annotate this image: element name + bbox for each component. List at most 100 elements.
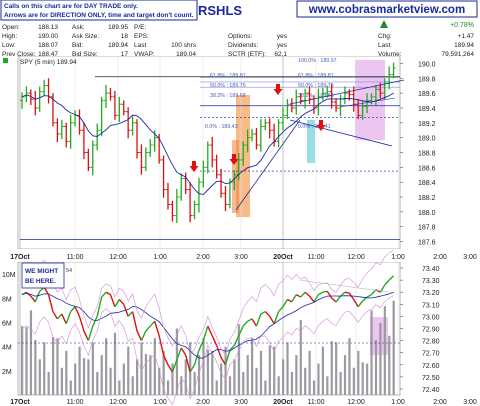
volume-bar (25, 327, 28, 395)
ratio-tick-label: 72.40 (422, 387, 440, 394)
ratio-segment (304, 291, 310, 297)
ratio-segment (136, 330, 143, 341)
moving-average (21, 92, 394, 195)
price-tick-label: 189.4 (418, 106, 436, 113)
volume-bar (330, 341, 333, 395)
ratio-segment (74, 306, 81, 317)
ratio-segment (171, 359, 178, 373)
ratio-segment (202, 325, 209, 341)
volume-bar (69, 380, 72, 395)
ratio-segment (167, 364, 173, 373)
quote-label: Dividends: (228, 42, 259, 49)
ratio-segment (78, 316, 85, 332)
volume-bar (233, 359, 236, 395)
volume-bar (65, 350, 68, 395)
volume-bar (100, 355, 103, 395)
price-tick-label: 188.4 (418, 180, 436, 187)
x-tick-label: 1:00 (391, 254, 405, 261)
volume-bar (357, 350, 360, 395)
volume-tick-label: 8M (2, 296, 12, 303)
volume-bar (366, 363, 369, 395)
volume-bar (388, 335, 391, 395)
volume-bar (140, 342, 143, 395)
volume-bar (237, 324, 240, 395)
volume-tick-label: 4M (2, 345, 12, 352)
volume-bar (321, 346, 324, 395)
volume-bar (259, 350, 263, 395)
quote-value: 188.13 (38, 24, 58, 31)
quote-label: SCTR (ETF): (228, 51, 266, 58)
ratio-tick-label: 72.50 (422, 375, 440, 382)
volume-bar (43, 342, 46, 395)
ratio-segment (96, 296, 103, 317)
volume-bar (118, 380, 121, 395)
volume-bar (149, 355, 152, 395)
quote-value: yes (277, 33, 288, 40)
volume-tick-label: 2M (2, 369, 12, 376)
ratio-segment (242, 320, 249, 327)
volume-bar (131, 376, 134, 395)
volume-bar (339, 372, 342, 395)
change-label: Chg: (378, 33, 392, 40)
quote-label: High: (2, 33, 17, 40)
fib-label: 38.2% : 189.65 (298, 93, 334, 99)
volume-bar (166, 380, 170, 395)
ratio-segment (30, 295, 36, 303)
ratio-segment (340, 291, 346, 297)
ratio-segment (233, 335, 240, 346)
quote-value: 18 (121, 33, 129, 40)
ratio-segment (105, 291, 111, 296)
volume-label: Volume: (378, 51, 402, 58)
fib-label: 61.8% : 189.81 (210, 73, 246, 79)
volume-bar (122, 363, 125, 395)
ratio-segment (229, 344, 235, 351)
volume-bar (352, 367, 355, 395)
volume-bar (308, 350, 311, 395)
volume-bar (202, 338, 205, 395)
x-tick-label: 11:00 (308, 254, 325, 261)
fib-label: 100.0% : 189.97 (298, 58, 337, 64)
volume-bar (180, 376, 183, 395)
last-label: Last (378, 42, 390, 49)
ratio-segment (366, 294, 372, 298)
ratio-tick-label: 72.60 (422, 363, 440, 370)
cyan-zone (307, 120, 315, 163)
volume-bar (215, 380, 218, 395)
ratio-segment (220, 357, 227, 366)
ratio-segment (295, 294, 302, 298)
price-tick-label: 188.8 (418, 151, 436, 158)
ratio-segment (52, 311, 58, 320)
fib-label: 61.8% : 189.81 (298, 73, 334, 79)
flag-line (339, 97, 396, 108)
ratio-tick-label: 73.00 (422, 314, 440, 321)
x-tick-label: 20Oct (273, 254, 293, 261)
volume-tick-label: 10M (2, 272, 16, 279)
price-tick-label: 189.0 (418, 136, 436, 143)
ratio-segment (322, 290, 328, 293)
quote-label: EPS: (134, 33, 149, 40)
channel-top (289, 79, 405, 105)
price-tick-label: 189.2 (418, 121, 436, 128)
volume-bar (264, 380, 267, 395)
volume-bar (348, 338, 351, 395)
volume-bar (374, 339, 378, 395)
fib-label: 0.0% : 189.41 (298, 124, 331, 130)
ratio-segment (118, 299, 125, 305)
x-tick-label-bottom: 17Oct (10, 399, 30, 406)
volume-bar (158, 367, 161, 395)
ratio-segment (251, 318, 258, 327)
ratio-segment (238, 325, 244, 337)
down-arrow-icon (316, 120, 326, 131)
volume-bar (105, 338, 108, 395)
ratio-segment (326, 290, 333, 299)
volume-bar (383, 306, 386, 395)
quote-label: P/E: (134, 24, 146, 31)
ratio-segment (215, 345, 222, 358)
x-tick-label: 2:00 (433, 254, 447, 261)
volume-bar (34, 339, 37, 395)
quote-label: Open: (2, 24, 20, 31)
ratio-segment (70, 306, 76, 313)
ratio-tick-label: 72.70 (422, 351, 440, 358)
volume-bar (312, 380, 316, 395)
volume-bar (379, 323, 382, 395)
